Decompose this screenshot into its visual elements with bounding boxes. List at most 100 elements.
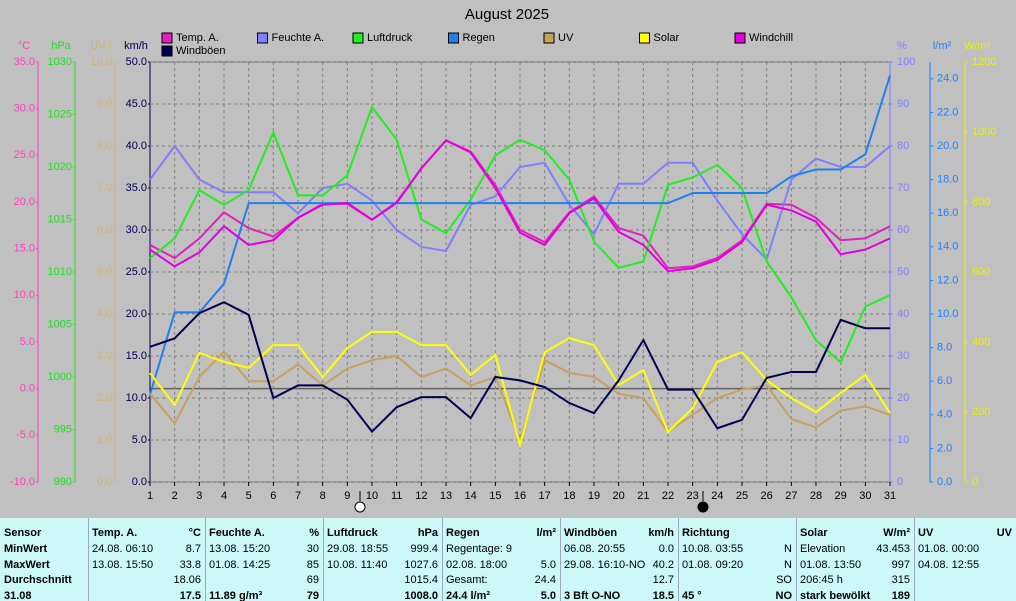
x-tick-label: 16 — [514, 490, 526, 502]
cell-text: 3 Bft O-NO — [564, 589, 621, 601]
cell-value: 0.0 — [658, 543, 674, 555]
table-cell: 13.08. 15:20 30 — [205, 542, 323, 557]
table-cell: 69 — [205, 573, 323, 588]
table-cell: Solar W/m² — [796, 526, 914, 541]
table-row: Sensor Temp. A. °C Feuchte A.% Luftdruck hPa R… — [0, 526, 1016, 542]
table-cell: Durchschnitt — [0, 573, 88, 588]
legend-label: Luftdruck — [367, 32, 413, 44]
y-tick-label: 0.0 — [937, 476, 952, 488]
cell-value: 17.5 — [179, 589, 201, 601]
y-tick-label: 8.0 — [937, 342, 952, 354]
y-tick-label: 0.0 — [20, 383, 35, 395]
axis-label: l/m² — [933, 40, 952, 52]
y-tick-label: 1030 — [48, 56, 72, 68]
cell-text: 01.08. 09:20 — [682, 558, 744, 571]
x-tick-label: 4 — [221, 490, 227, 502]
y-tick-label: 2.0 — [97, 392, 112, 404]
y-tick-label: 1010 — [48, 266, 72, 278]
cell-value: UV — [996, 527, 1012, 539]
column-separator — [914, 518, 915, 601]
cell-value: 999.4 — [410, 543, 438, 555]
legend-swatch — [639, 32, 650, 44]
y-tick-label: 1200 — [972, 56, 996, 68]
series-line — [149, 301, 890, 434]
column-separator — [88, 518, 89, 601]
y-tick-label: 14.0 — [937, 241, 958, 253]
y-tick-label: 5.0 — [20, 336, 35, 348]
table-cell: Regen l/m² — [442, 526, 560, 541]
x-tick-label: 14 — [465, 490, 477, 502]
legend-swatch — [448, 32, 459, 44]
cell-value: 5.0 — [540, 558, 556, 571]
table-cell: 3 Bft O-NO 18.5 — [560, 589, 678, 601]
cell-text: Regen — [446, 527, 480, 539]
y-tick-label: 400 — [972, 336, 990, 348]
y-tick-label: 12.0 — [937, 274, 958, 286]
cell-value: 315 — [891, 574, 910, 586]
legend-label: Regen — [463, 32, 495, 44]
y-tick-label: 45.0 — [126, 98, 147, 110]
legend-swatch — [257, 32, 268, 44]
table-cell: 18.06 — [88, 573, 205, 588]
cell-value: % — [309, 527, 319, 539]
x-tick-label: 21 — [637, 490, 649, 502]
cell-text: Feuchte A. — [209, 527, 265, 539]
cell-value: 79 — [306, 589, 319, 601]
y-tick-label: 10.0 — [91, 56, 112, 68]
y-tick-label: 20.0 — [14, 196, 35, 208]
column-separator — [678, 518, 679, 601]
series-line — [149, 105, 891, 364]
y-tick-label: 1020 — [48, 161, 72, 173]
cell-value: N — [784, 543, 792, 555]
x-tick-label: 19 — [588, 490, 600, 502]
y-tick-label: 1000 — [972, 126, 996, 138]
cell-text: Solar — [800, 527, 828, 539]
column-separator — [560, 518, 561, 601]
cell-value: 5.0 — [540, 589, 556, 601]
y-tick-label: 4.0 — [937, 409, 952, 421]
table-cell: Windböen km/h — [560, 526, 678, 541]
x-tick-label: 15 — [489, 490, 501, 502]
y-tick-label: 16.0 — [937, 207, 958, 219]
y-tick-label: 20 — [897, 392, 909, 404]
cell-text: Sensor — [4, 527, 42, 539]
legend-label: UV — [558, 32, 574, 44]
y-tick-label: 995 — [54, 423, 72, 435]
legend-label: Solar — [654, 32, 680, 44]
cell-value: hPa — [417, 527, 438, 539]
cell-value: 189 — [891, 589, 910, 601]
x-tick-label: 1 — [147, 490, 153, 502]
cell-text: 31.08 — [4, 589, 32, 601]
y-tick-label: 30 — [897, 350, 909, 362]
cell-value: 8.7 — [185, 543, 201, 555]
y-tick-label: 15.0 — [126, 350, 147, 362]
y-tick-label: 40 — [897, 308, 909, 320]
cell-text: stark bewölkt — [800, 589, 871, 601]
cell-text: 13.08. 15:20 — [209, 543, 271, 555]
axis-label: % — [897, 40, 907, 52]
x-tick-label: 23 — [687, 490, 699, 502]
cell-text: 01.08. 00:00 — [918, 543, 980, 555]
x-tick-label: 26 — [761, 490, 773, 502]
chart-title: August 2025 — [465, 6, 549, 23]
table-cell: Luftdruck hPa — [323, 526, 442, 541]
y-tick-label: 30.0 — [126, 224, 147, 236]
table-cell: Temp. A. °C — [88, 526, 205, 541]
cell-value: °C — [188, 527, 201, 539]
cell-text: 01.08. 13:50 — [800, 558, 862, 571]
y-tick-label: 0.0 — [97, 476, 112, 488]
table-cell: 31.08 — [0, 589, 88, 601]
table-row: 31.08 17.5 11.89 g/m³ 79 1008.0 24.4 l/m² 5.0 3… — [0, 589, 1016, 601]
legend-swatch — [543, 32, 555, 44]
x-tick-label: 3 — [196, 490, 202, 502]
column-separator — [442, 518, 443, 601]
table-cell: 29.08. 18:55 999.4 — [323, 542, 442, 557]
cell-text: 04.08. 12:55 — [918, 558, 980, 571]
summary-table: Sensor Temp. A. °C Feuchte A.% Luftdruck hPa R… — [0, 518, 1016, 601]
cell-value: 30 — [306, 543, 319, 555]
cell-value: 69 — [306, 574, 319, 586]
y-tick-label: 9.0 — [97, 98, 112, 110]
y-tick-label: 10.0 — [126, 392, 147, 404]
cell-value: SO — [776, 574, 792, 586]
